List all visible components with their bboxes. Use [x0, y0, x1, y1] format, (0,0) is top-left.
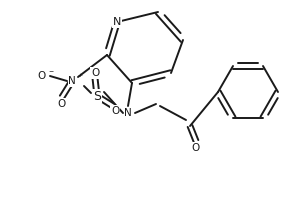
Text: S: S	[93, 89, 101, 103]
Text: O: O	[192, 143, 200, 153]
Text: N: N	[124, 108, 132, 118]
Text: O: O	[91, 68, 99, 78]
Text: O: O	[58, 99, 66, 109]
Text: O: O	[38, 71, 46, 81]
Text: O: O	[111, 106, 119, 116]
Text: N: N	[113, 17, 121, 27]
Text: +: +	[77, 73, 82, 78]
Text: −: −	[48, 68, 53, 73]
Text: N: N	[68, 76, 76, 86]
